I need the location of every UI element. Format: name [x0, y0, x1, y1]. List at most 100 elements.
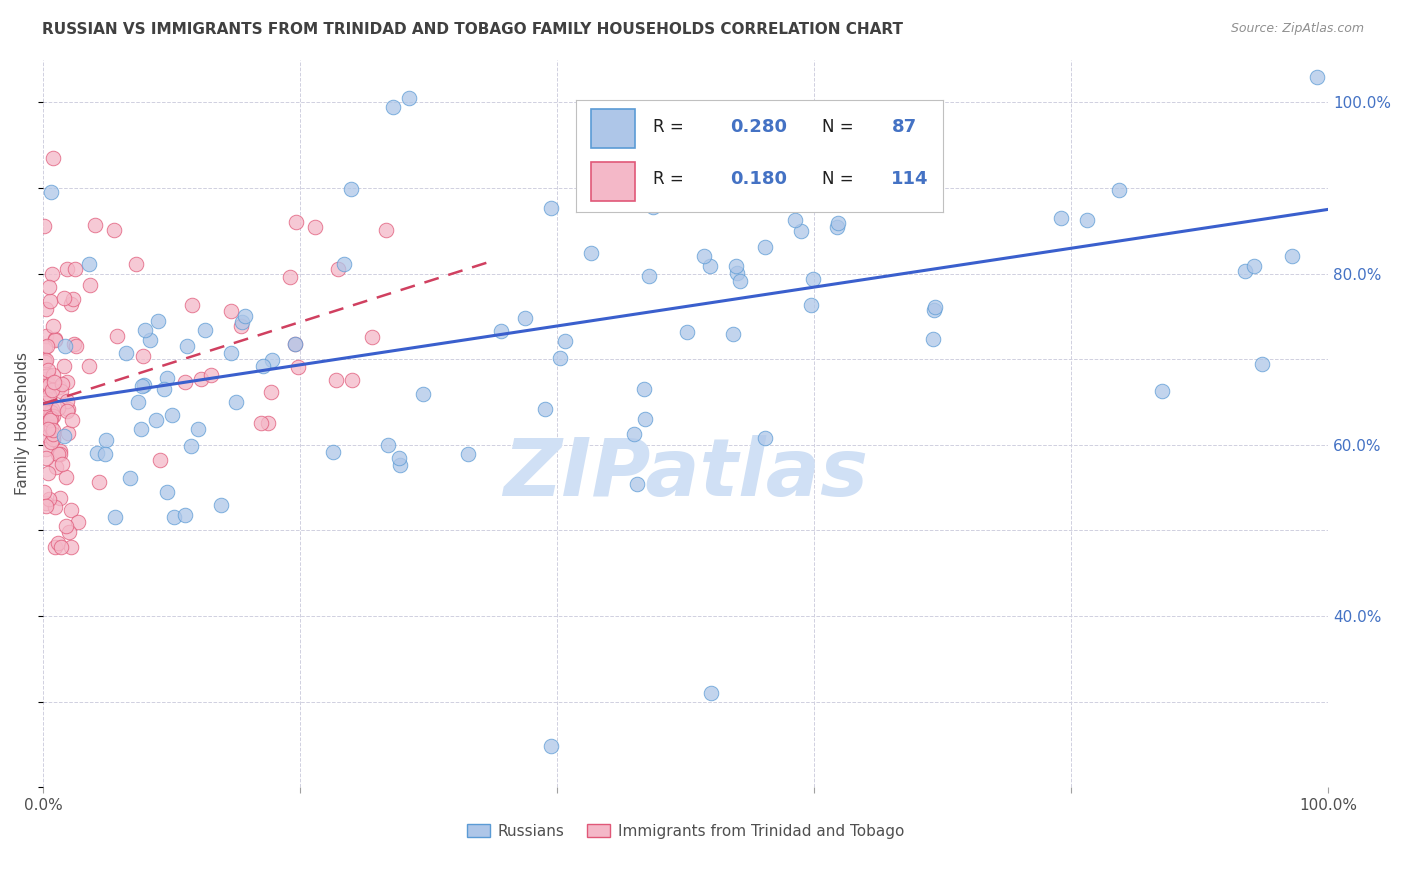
Point — [52, 359, 75, 374]
Point — [46, 536, 69, 550]
Point — [1108, 183, 1130, 197]
Point — [155, 371, 177, 385]
Point — [825, 220, 848, 235]
Point — [34, 355, 56, 369]
Point — [700, 686, 723, 700]
Point — [44, 500, 66, 515]
Point — [209, 498, 232, 512]
Point — [922, 302, 945, 317]
Point — [754, 240, 776, 254]
Point — [35, 353, 58, 368]
Point — [132, 349, 155, 363]
Point — [924, 300, 946, 314]
Point — [304, 219, 326, 234]
Point — [87, 475, 110, 489]
Point — [53, 291, 76, 305]
Point — [513, 310, 536, 325]
Point — [725, 260, 748, 274]
Point — [754, 431, 776, 445]
Point — [55, 519, 77, 533]
Point — [115, 345, 138, 359]
Point — [42, 318, 65, 333]
Point — [132, 378, 155, 392]
Point — [65, 339, 87, 353]
Point — [1150, 384, 1173, 398]
Point — [35, 302, 58, 317]
Point — [326, 262, 349, 277]
Point — [62, 413, 84, 427]
Point — [388, 458, 411, 473]
Point — [49, 444, 72, 458]
Point — [457, 447, 479, 461]
Point — [233, 309, 256, 323]
Legend: Russians, Immigrants from Trinidad and Tobago: Russians, Immigrants from Trinidad and T… — [461, 818, 911, 845]
Point — [287, 359, 309, 374]
Point — [225, 395, 247, 409]
Point — [163, 509, 186, 524]
Point — [38, 378, 60, 392]
Point — [41, 401, 63, 416]
Point — [35, 500, 58, 514]
Point — [548, 351, 571, 365]
Text: RUSSIAN VS IMMIGRANTS FROM TRINIDAD AND TOBAGO FAMILY HOUSEHOLDS CORRELATION CHA: RUSSIAN VS IMMIGRANTS FROM TRINIDAD AND … — [42, 22, 903, 37]
Point — [60, 503, 83, 517]
Point — [1233, 263, 1256, 277]
Point — [37, 339, 59, 353]
Point — [250, 416, 273, 430]
Text: ZIPatlas: ZIPatlas — [503, 435, 868, 513]
Point — [1243, 259, 1265, 273]
Point — [139, 333, 162, 347]
Point — [190, 372, 212, 386]
Point — [725, 266, 748, 280]
Point — [37, 466, 59, 480]
Point — [219, 345, 242, 359]
Point — [252, 359, 274, 373]
Point — [412, 387, 434, 401]
Point — [540, 739, 562, 753]
Point — [37, 368, 59, 383]
Point — [634, 411, 657, 425]
Y-axis label: Family Households: Family Households — [15, 351, 30, 495]
Point — [32, 484, 55, 499]
Point — [1049, 211, 1071, 226]
Point — [34, 442, 56, 456]
Point — [42, 432, 65, 446]
Point — [801, 272, 824, 286]
Point — [51, 377, 73, 392]
Point — [581, 246, 603, 260]
Point — [79, 277, 101, 292]
Point — [728, 274, 751, 288]
Point — [194, 323, 217, 337]
Point — [34, 496, 56, 510]
Point — [58, 524, 80, 539]
Point — [32, 384, 55, 399]
Point — [533, 401, 555, 416]
Point — [32, 401, 55, 416]
Point — [1306, 70, 1329, 84]
Point — [44, 333, 66, 347]
Point — [46, 401, 69, 416]
Point — [284, 337, 307, 351]
Point — [155, 484, 177, 499]
Point — [44, 332, 66, 346]
Point — [285, 215, 308, 229]
Point — [37, 422, 59, 436]
Point — [149, 452, 172, 467]
Point — [86, 446, 108, 460]
Point — [62, 337, 84, 351]
Point — [42, 375, 65, 389]
Point — [79, 359, 101, 373]
Point — [55, 394, 77, 409]
Point — [41, 410, 63, 425]
Point — [827, 216, 849, 230]
Text: Source: ZipAtlas.com: Source: ZipAtlas.com — [1230, 22, 1364, 36]
Point — [46, 448, 69, 462]
Point — [35, 329, 58, 343]
Point — [638, 269, 661, 284]
Point — [259, 384, 281, 399]
Point — [34, 396, 56, 410]
Point — [145, 413, 167, 427]
Point — [48, 448, 70, 462]
Point — [41, 426, 63, 441]
Point — [32, 379, 55, 393]
